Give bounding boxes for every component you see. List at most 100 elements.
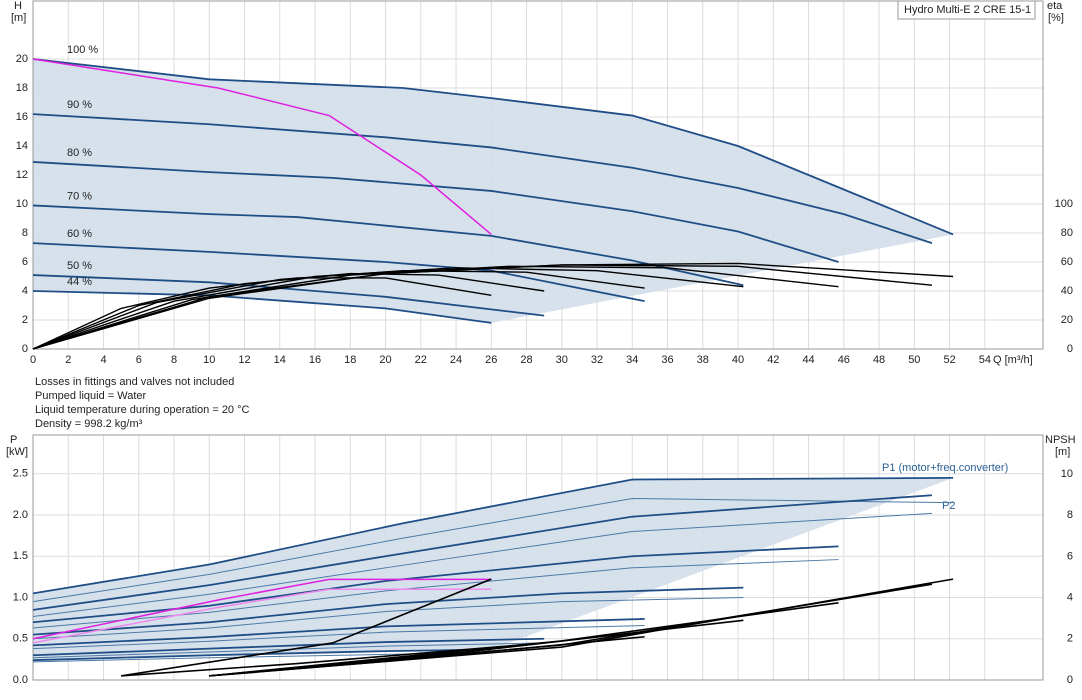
eta-curve — [32, 264, 933, 350]
x-tick-label: 34 — [626, 354, 638, 366]
speed-curve — [32, 476, 954, 595]
y-unit: [m] — [11, 12, 26, 24]
limit-curve — [32, 58, 492, 236]
y-tick-label: 8 — [22, 227, 28, 239]
speed-curve — [32, 637, 545, 657]
x-tick-label: 24 — [450, 354, 462, 366]
x-tick-label: 28 — [520, 354, 532, 366]
speed-curve — [32, 648, 492, 662]
y-tick-label: 20 — [16, 53, 28, 65]
y-tick-label: 0.0 — [13, 674, 28, 686]
y-tick-label: 2 — [22, 314, 28, 326]
p2-curve — [32, 512, 932, 617]
y2-label: eta — [1047, 0, 1063, 12]
limit-curve — [32, 588, 492, 644]
x-label: Q [m³/h] — [993, 354, 1033, 366]
y2-tick-label: 100 — [1055, 198, 1073, 210]
y-tick-label: 2.0 — [13, 509, 28, 521]
speed-label: 100 % — [67, 44, 98, 56]
eta-curve — [32, 277, 492, 350]
npsh-curve — [121, 642, 545, 677]
p2-curve — [32, 559, 839, 629]
bottom-frame — [32, 434, 1044, 681]
y-tick-label: 6 — [22, 256, 28, 268]
y-tick-label: 18 — [16, 82, 28, 94]
y2-label: NPSH — [1045, 434, 1076, 446]
y2-tick-label: 80 — [1061, 227, 1073, 239]
note: Pumped liquid = Water — [35, 390, 147, 402]
x-tick-label: 30 — [556, 354, 568, 366]
x-tick-label: 16 — [309, 354, 321, 366]
x-tick-label: 46 — [838, 354, 850, 366]
eta-curve — [32, 272, 545, 350]
x-tick-label: 14 — [274, 354, 286, 366]
y2-tick-label: 8 — [1067, 509, 1073, 521]
speed-label: 44 % — [67, 276, 92, 288]
p2-curve — [32, 498, 954, 603]
x-tick-label: 32 — [591, 354, 603, 366]
speed-curve — [32, 545, 839, 624]
speed-curve — [32, 494, 933, 611]
y2-tick-label: 0 — [1067, 343, 1073, 355]
y-tick-label: 2.5 — [13, 468, 28, 480]
x-tick-label: 6 — [136, 354, 142, 366]
y2-tick-label: 6 — [1067, 550, 1073, 562]
x-tick-label: 12 — [238, 354, 250, 366]
speed-curve — [32, 161, 839, 263]
y-tick-label: 16 — [16, 111, 28, 123]
y2-tick-label: 0 — [1067, 674, 1073, 686]
x-tick-label: 0 — [30, 354, 36, 366]
chart-title: Hydro Multi-E 2 CRE 15-1 — [904, 4, 1031, 16]
y-tick-label: 14 — [16, 140, 28, 152]
y-label: P — [10, 434, 17, 446]
y-unit: [kW] — [6, 446, 28, 458]
speed-curve — [32, 58, 954, 236]
y2-tick-label: 4 — [1067, 592, 1073, 604]
p2-curve — [32, 625, 645, 650]
speed-label: 50 % — [67, 260, 92, 272]
x-tick-label: 48 — [873, 354, 885, 366]
y-tick-label: 1.0 — [13, 591, 28, 603]
y-label: H — [14, 0, 22, 12]
speed-curve — [32, 586, 744, 636]
y2-tick-label: 10 — [1061, 468, 1073, 480]
x-tick-label: 2 — [65, 354, 71, 366]
note: Losses in fittings and valves not includ… — [35, 376, 234, 388]
operating-area — [33, 477, 954, 661]
y2-unit: [m] — [1055, 446, 1070, 458]
y-tick-label: 0 — [22, 343, 28, 355]
annotation: P2 — [942, 500, 955, 512]
x-tick-label: 8 — [171, 354, 177, 366]
x-tick-label: 38 — [697, 354, 709, 366]
y-tick-label: 12 — [16, 169, 28, 181]
y-tick-label: 0.5 — [13, 633, 28, 645]
speed-curve — [32, 242, 645, 303]
top-frame — [32, 0, 1044, 350]
annotation: P1 (motor+freq.converter) — [882, 462, 1008, 474]
x-tick-label: 26 — [485, 354, 497, 366]
npsh-curve — [209, 619, 744, 677]
speed-curve — [32, 290, 492, 324]
title-box — [897, 0, 1036, 20]
npsh-curve — [121, 578, 492, 677]
speed-label: 60 % — [67, 228, 92, 240]
x-tick-label: 22 — [415, 354, 427, 366]
x-tick-label: 20 — [379, 354, 391, 366]
y2-unit: [%] — [1048, 12, 1064, 24]
x-tick-label: 40 — [732, 354, 744, 366]
x-tick-label: 52 — [943, 354, 955, 366]
x-tick-label: 10 — [203, 354, 215, 366]
y2-tick-label: 40 — [1061, 285, 1073, 297]
x-tick-label: 36 — [661, 354, 673, 366]
p2-curve — [32, 597, 744, 640]
x-tick-label: 54 — [979, 354, 991, 366]
x-tick-label: 18 — [344, 354, 356, 366]
y-tick-label: 1.5 — [13, 550, 28, 562]
speed-curve — [32, 113, 933, 245]
x-tick-label: 42 — [767, 354, 779, 366]
note: Liquid temperature during operation = 20… — [35, 404, 250, 416]
speed-curve — [32, 618, 645, 647]
x-tick-label: 4 — [100, 354, 106, 366]
y-tick-label: 10 — [16, 198, 28, 210]
